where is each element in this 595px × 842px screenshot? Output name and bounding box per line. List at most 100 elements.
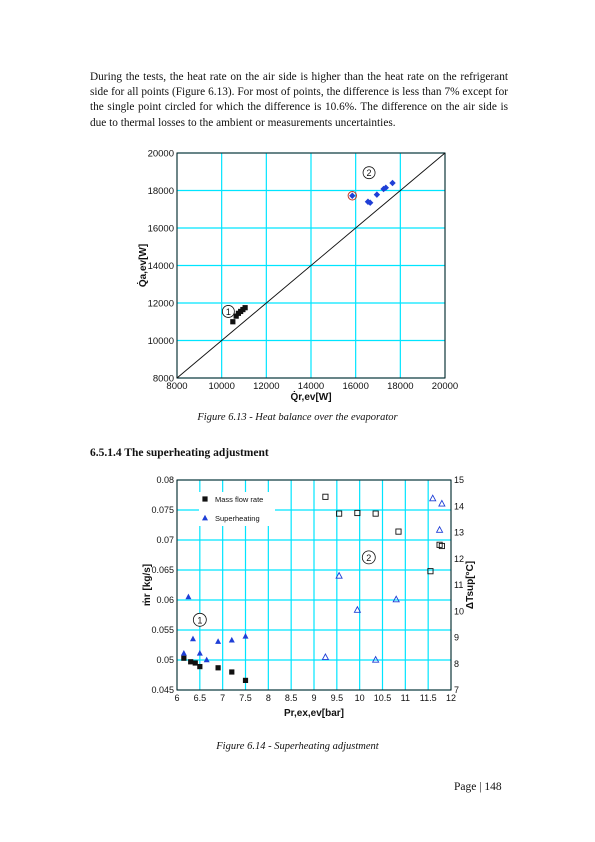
x-tick-label: 7.5 xyxy=(239,693,252,703)
data-point xyxy=(189,635,196,642)
x-tick-label: 14000 xyxy=(298,381,324,392)
data-point xyxy=(354,509,361,517)
data-point xyxy=(188,659,194,665)
data-point xyxy=(392,595,400,603)
y2-tick-label: 15 xyxy=(454,475,464,485)
legend-marker xyxy=(202,496,208,502)
y2-tick-label: 13 xyxy=(454,528,464,538)
data-point xyxy=(242,632,249,639)
x-tick-label: 9 xyxy=(311,693,316,703)
x-tick-label: 6 xyxy=(174,693,179,703)
y2-tick-label: 9 xyxy=(454,633,459,643)
data-point xyxy=(382,184,390,191)
y-tick-label: 0.065 xyxy=(151,565,174,575)
legend-box xyxy=(199,492,275,526)
data-point xyxy=(395,528,402,535)
data-point xyxy=(192,660,198,666)
figure-caption-6-14: Figure 6.14 - Superheating adjustment xyxy=(216,741,379,752)
group-label-circle xyxy=(221,305,235,318)
data-point xyxy=(229,669,235,675)
data-point xyxy=(335,571,343,579)
x-tick-label: 11 xyxy=(401,693,410,703)
data-point xyxy=(435,525,444,533)
data-point xyxy=(438,542,445,550)
y2-tick-label: 10 xyxy=(454,606,464,616)
x-tick-label: 20000 xyxy=(432,381,458,392)
data-point xyxy=(371,655,380,663)
x-tick-label: 6.5 xyxy=(194,693,207,703)
x-tick-label: 10000 xyxy=(208,381,234,392)
plot-frame xyxy=(176,152,446,379)
y-tick-label: 20000 xyxy=(148,149,174,160)
data-point xyxy=(427,568,434,575)
group-label: 2 xyxy=(367,168,372,178)
data-point xyxy=(438,499,446,507)
data-point xyxy=(373,191,381,198)
x-tick-label: 7 xyxy=(220,693,225,703)
y-tick-label: 14000 xyxy=(148,261,174,272)
x-tick-label: 12000 xyxy=(253,381,279,392)
data-point xyxy=(215,665,221,671)
data-point xyxy=(349,192,356,199)
y-tick-label: 18000 xyxy=(148,186,174,197)
y-tick-label: 0.06 xyxy=(156,595,174,605)
data-point xyxy=(230,319,236,325)
x-tick-label: 8000 xyxy=(166,381,187,392)
data-point xyxy=(185,593,192,600)
y-tick-label: 8000 xyxy=(153,374,174,385)
legend-label: Superheating xyxy=(215,514,260,523)
x-tick-label: 10.5 xyxy=(374,693,392,703)
y-tick-label: 12000 xyxy=(148,299,174,310)
x-tick-label: 10 xyxy=(355,693,365,703)
x-tick-label: 18000 xyxy=(387,381,413,392)
y2-axis-label: ΔTsup[°C] xyxy=(465,561,476,609)
data-point xyxy=(242,305,248,311)
legend-label: Mass flow rate xyxy=(215,495,263,504)
data-point xyxy=(197,664,203,670)
group-label: 1 xyxy=(197,615,202,625)
data-point xyxy=(322,493,329,500)
y-axis-label: Q̇a,ev[W] xyxy=(137,244,149,287)
data-point xyxy=(180,650,187,656)
y2-tick-label: 7 xyxy=(454,685,459,695)
y2-tick-label: 14 xyxy=(454,501,464,511)
page-number: Page | 148 xyxy=(454,781,502,793)
legend-marker xyxy=(202,514,208,521)
data-point xyxy=(228,636,235,643)
y-tick-label: 0.07 xyxy=(156,535,174,545)
group-label-circle xyxy=(362,166,376,180)
x-tick-label: 12 xyxy=(446,693,456,703)
data-point xyxy=(389,179,396,187)
data-point xyxy=(233,313,239,319)
y-tick-label: 0.05 xyxy=(156,655,174,665)
y2-tick-label: 11 xyxy=(454,580,463,590)
superheating-chart: 6 6.5 7 7.5 8 8.5 9 9.5 10 10.5 11 11.5 120.0450.050… xyxy=(142,475,476,719)
y2-tick-label: 12 xyxy=(454,554,464,564)
y-tick-label: 0.075 xyxy=(151,505,174,515)
data-point xyxy=(181,655,187,661)
circled-point-marker xyxy=(347,191,358,201)
data-point xyxy=(215,638,222,644)
data-point xyxy=(336,510,343,517)
parity-line xyxy=(176,152,446,379)
group-label: 2 xyxy=(366,553,371,563)
figure-caption-6-13: Figure 6.13 - Heat balance over the evap… xyxy=(197,412,398,423)
x-axis-label: Q̇r,ev[W] xyxy=(290,391,331,403)
y-tick-label: 16000 xyxy=(148,224,174,235)
x-tick-label: 9.5 xyxy=(331,693,344,703)
data-point xyxy=(366,199,374,206)
data-point xyxy=(353,605,362,613)
data-point xyxy=(242,677,249,683)
data-point xyxy=(203,656,210,663)
data-point xyxy=(372,510,379,517)
section-heading: 6.5.1.4 The superheating adjustment xyxy=(90,447,269,459)
data-point xyxy=(196,650,203,656)
y-axis-label: ṁr [kg/s] xyxy=(142,564,153,606)
x-tick-label: 11.5 xyxy=(420,693,437,703)
y-tick-label: 10000 xyxy=(148,336,174,347)
y-tick-label: 0.055 xyxy=(151,625,174,635)
x-tick-label: 8 xyxy=(266,693,271,703)
plot-frame xyxy=(176,479,452,691)
data-point xyxy=(321,653,330,661)
y-tick-label: 0.08 xyxy=(156,475,174,485)
